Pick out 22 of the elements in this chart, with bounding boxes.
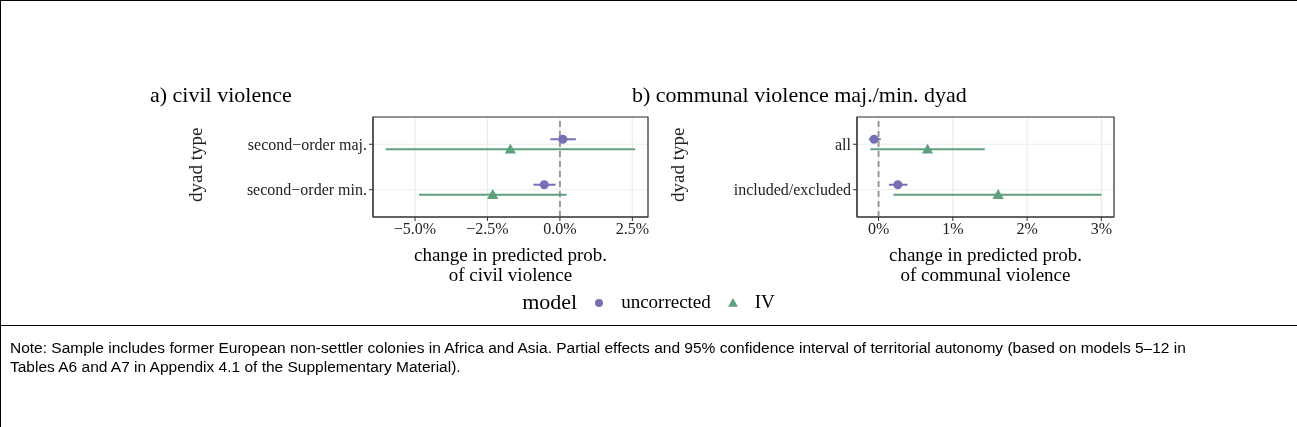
y-axis-title: dyad type — [666, 127, 688, 202]
legend-title: model — [522, 289, 578, 315]
x-tick-label: −5.0% — [393, 220, 437, 238]
x-tick-label: 2.5% — [615, 220, 650, 238]
chart-title: b) communal violence maj./min. dyad — [632, 82, 967, 108]
chart-title: a) civil violence — [150, 82, 292, 108]
x-tick-label: 0.0% — [543, 220, 577, 238]
x-tick-label: 2% — [1016, 220, 1038, 238]
y-tick-label: second−order min. — [246, 181, 367, 199]
y-tick-label: second−order maj. — [247, 135, 367, 154]
x-axis-title: change in predicted prob. of communal violence — [887, 244, 1084, 285]
x-tick-label: 0% — [867, 220, 890, 238]
y-tick-label: included/excluded — [733, 181, 851, 199]
y-axis-title: dyad type — [184, 127, 206, 202]
text: Note: Sample includes former European non-settler colonies in Africa and Asia. Partial effects and 95% confidence interval of territorial autonomy (based on models 5–12 in Tables A6 and A7 in Appendix 4.1 of the Supplementary Material). — [10, 338, 1187, 376]
legend-label: uncorrected — [621, 291, 711, 313]
y-tick-label: all — [835, 135, 852, 153]
x-tick-label: −2.5% — [466, 220, 509, 238]
x-axis-title: change in predicted prob. of civil violence — [412, 244, 609, 285]
x-tick-label: 1% — [942, 220, 964, 238]
x-tick-label: 3% — [1090, 220, 1113, 238]
legend-label: IV — [754, 291, 775, 313]
